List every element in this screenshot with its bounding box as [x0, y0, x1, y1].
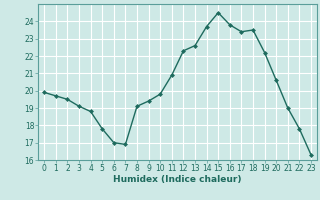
X-axis label: Humidex (Indice chaleur): Humidex (Indice chaleur)	[113, 175, 242, 184]
